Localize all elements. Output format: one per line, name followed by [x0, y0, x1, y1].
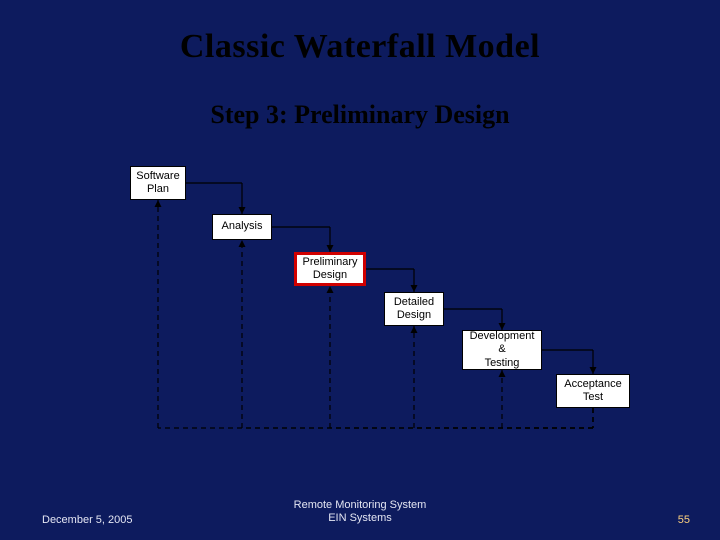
node-n4: DetailedDesign [384, 292, 444, 326]
footer-center: Remote Monitoring System EIN Systems [0, 499, 720, 527]
footer-center-line2: EIN Systems [328, 512, 392, 524]
footer-page-number: 55 [678, 514, 690, 526]
waterfall-diagram: SoftwarePlan Analysis PreliminaryDesign Det… [0, 0, 720, 540]
footer-center-line1: Remote Monitoring System [294, 499, 427, 511]
node-n3: PreliminaryDesign [294, 252, 366, 286]
node-n1: SoftwarePlan [130, 166, 186, 200]
node-n2: Analysis [212, 214, 272, 240]
node-n6: AcceptanceTest [556, 374, 630, 408]
node-n5: Development&Testing [462, 330, 542, 370]
